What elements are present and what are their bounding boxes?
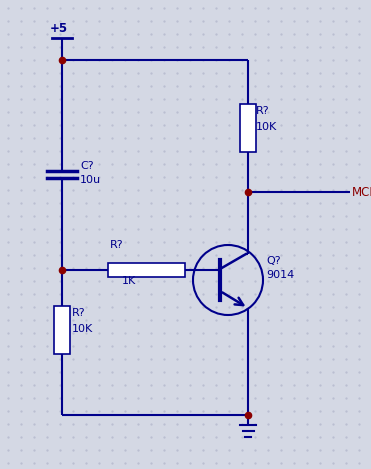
Text: R?: R?: [72, 308, 86, 318]
Text: C?: C?: [80, 161, 93, 171]
Bar: [240, 104, 256, 152]
Text: R?: R?: [110, 240, 124, 250]
Text: 10u: 10u: [80, 175, 101, 185]
Text: 10K: 10K: [72, 324, 93, 334]
Text: 1K: 1K: [122, 276, 136, 286]
Text: 10K: 10K: [256, 122, 277, 132]
Text: R?: R?: [256, 106, 270, 116]
Text: MCLR: MCLR: [352, 186, 371, 198]
Bar: [108, 263, 185, 277]
Text: Q?: Q?: [266, 256, 280, 266]
Text: +5: +5: [50, 22, 68, 35]
Text: 9014: 9014: [266, 270, 294, 280]
Bar: [54, 306, 70, 354]
